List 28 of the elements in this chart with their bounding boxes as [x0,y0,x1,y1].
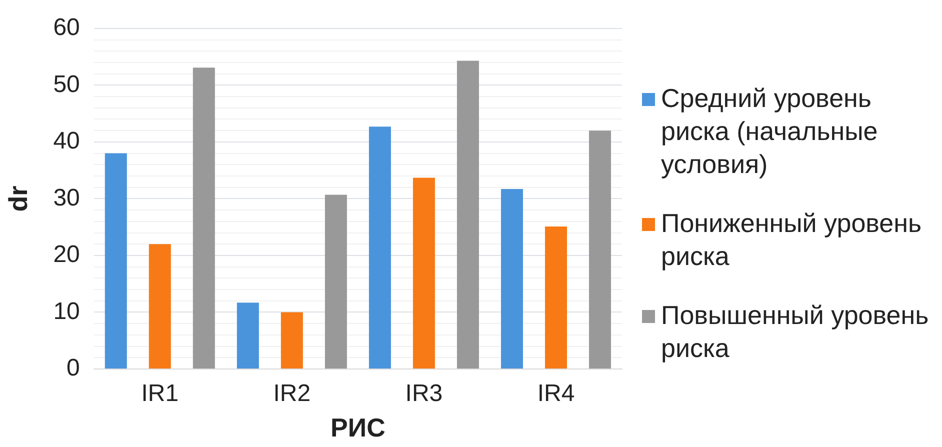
legend-label: Средний уровень риска (начальные условия) [661,82,879,181]
bar [500,189,523,368]
bar [280,312,303,368]
legend-label: Пониженный уровень риска [661,207,923,273]
x-tick-label: IR2 [273,380,311,408]
x-axis-title: РИС [330,412,386,443]
bar [324,194,347,368]
bar [588,130,611,368]
bar [148,244,171,368]
bar [544,226,567,368]
bar [368,126,391,368]
bar [456,60,479,368]
legend-label: Повышенный уровень риска [661,299,930,365]
y-tick-label: 10 [53,298,80,325]
x-tick-label: IR3 [405,380,443,408]
y-tick-label: 40 [53,128,80,155]
bar [236,302,259,368]
bar [104,153,127,368]
bar [192,68,215,368]
bar [412,178,435,368]
x-tick-label: IR1 [141,380,179,408]
y-tick-label: 30 [53,184,80,212]
y-tick-label: 0 [66,354,80,382]
y-axis-title: dr [2,186,33,212]
x-tick-label: IR4 [537,380,575,408]
y-tick-label: 60 [53,14,80,42]
y-tick-label: 50 [53,70,80,98]
y-tick-label: 20 [53,241,80,268]
